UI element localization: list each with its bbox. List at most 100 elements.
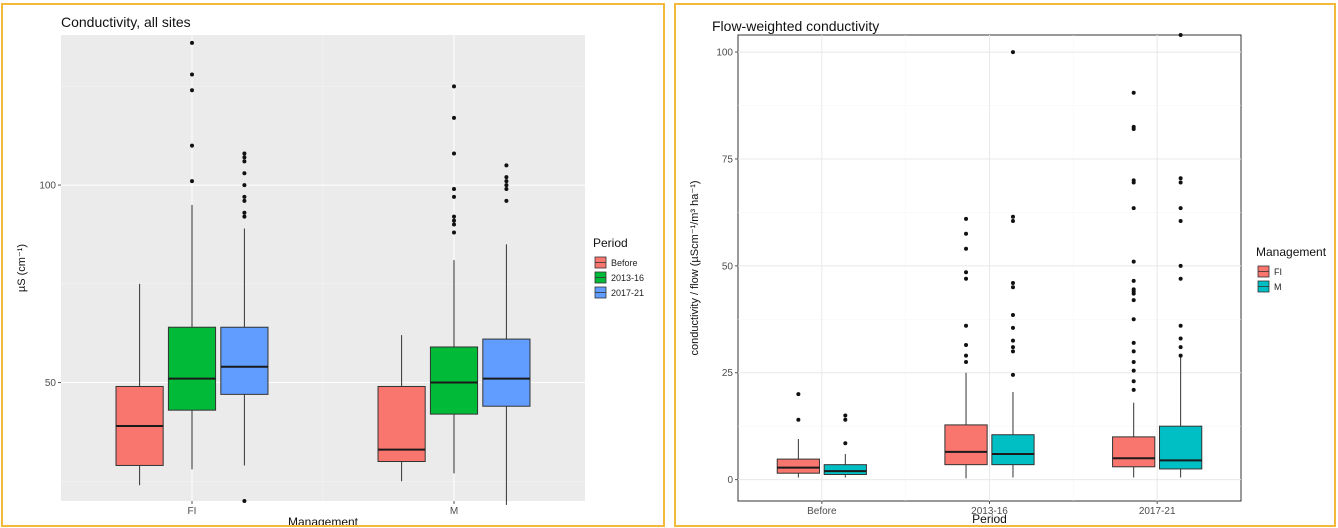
box-body	[823, 464, 867, 475]
outlier-point	[242, 151, 247, 156]
box-fi-before	[776, 392, 820, 478]
y-tick-label: 25	[722, 368, 734, 379]
outlier-point	[1178, 33, 1183, 37]
outlier-point	[452, 187, 456, 192]
outlier-point	[1178, 176, 1183, 181]
legend-label: Before	[611, 258, 638, 268]
outlier-point	[242, 499, 247, 503]
y-axis-label: conductivity / flow (µScm⁻¹/m³ ha⁻¹)	[689, 180, 701, 355]
box-2017-21-m	[482, 163, 531, 505]
chart-title: Flow-weighted conductivity	[712, 18, 879, 34]
x-axis-label: Period	[972, 512, 1007, 525]
outlier-point	[242, 194, 247, 199]
outlier-point	[1010, 325, 1015, 330]
outlier-point	[1131, 90, 1136, 95]
outlier-point	[1178, 323, 1183, 328]
outlier-point	[242, 198, 247, 203]
outlier-point	[242, 183, 247, 188]
outlier-point	[242, 155, 247, 160]
outlier-point	[1010, 218, 1015, 223]
outlier-point	[190, 88, 194, 93]
outlier-point	[1178, 206, 1183, 211]
outlier-point	[964, 360, 969, 365]
outlier-point	[452, 230, 456, 235]
legend-item-2013-16: 2013-16	[594, 271, 644, 284]
outlier-point	[190, 72, 194, 77]
legend-item-before: Before	[594, 256, 638, 269]
outlier-point	[190, 143, 194, 148]
outlier-point	[1131, 387, 1136, 392]
box-2017-21-fi	[220, 151, 269, 503]
y-tick-label: 50	[45, 378, 57, 389]
box-body	[1159, 425, 1203, 470]
outlier-point	[964, 246, 969, 251]
outlier-point	[1131, 298, 1136, 303]
outlier-point	[1010, 50, 1015, 55]
outlier-point	[964, 323, 969, 328]
outlier-point	[504, 179, 509, 184]
outlier-point	[504, 187, 509, 192]
outlier-point	[1010, 372, 1015, 377]
outlier-point	[1131, 206, 1136, 211]
outlier-point	[1131, 360, 1136, 365]
y-tick-label: 75	[722, 154, 734, 165]
outlier-point	[1131, 278, 1136, 283]
box-body	[429, 346, 479, 415]
box-before-fi	[115, 283, 164, 486]
outlier-point	[242, 210, 247, 215]
legend-item-m: M	[1257, 280, 1282, 293]
outlier-point	[452, 84, 456, 89]
outlier-point	[796, 392, 801, 397]
outlier-point	[1131, 124, 1136, 129]
legend-label: FI	[1274, 267, 1282, 277]
outlier-point	[1131, 368, 1136, 373]
box-m-2017-21	[1159, 33, 1203, 478]
outlier-point	[1010, 285, 1015, 290]
y-tick-label: 100	[716, 48, 733, 59]
y-tick-label: 0	[727, 475, 733, 486]
outlier-point	[1178, 276, 1183, 281]
outlier-point	[504, 198, 509, 203]
x-axis-label: Management	[288, 515, 359, 525]
outlier-point	[504, 163, 509, 168]
outlier-point	[1131, 287, 1136, 292]
legend-item-fi: FI	[1257, 265, 1282, 278]
y-axis-label: µS (cm⁻¹)	[16, 244, 28, 292]
legend-label: M	[1274, 282, 1282, 292]
y-tick-label: 50	[722, 261, 734, 272]
outlier-point	[452, 222, 456, 227]
outlier-point	[843, 413, 848, 418]
outlier-point	[1178, 345, 1183, 350]
outlier-point	[964, 270, 969, 275]
box-m-before	[823, 413, 867, 478]
outlier-point	[1178, 218, 1183, 223]
outlier-point	[452, 151, 456, 156]
outlier-point	[1178, 353, 1183, 358]
box-m-2013-16	[991, 50, 1035, 478]
flow-weighted-chart: 0 25 50 75 100 Before 2013-16 2017-21 Flow-weigh…	[689, 18, 1327, 525]
outlier-point	[1131, 379, 1136, 384]
outlier-point	[190, 40, 194, 45]
outlier-point	[796, 417, 801, 422]
outlier-point	[504, 175, 509, 180]
legend-item-2017-21: 2017-21	[594, 286, 644, 299]
outlier-point	[843, 441, 848, 446]
x-tick-label: FI	[188, 506, 197, 517]
outlier-point	[452, 115, 456, 120]
flow-weighted-chart-panel: 0 25 50 75 100 Before 2013-16 2017-21 Flow-weigh…	[674, 3, 1336, 527]
outlier-point	[1131, 317, 1136, 322]
box-fi-2017-21	[1112, 90, 1156, 478]
x-tick-label: Before	[807, 506, 837, 517]
box-2013-16-m	[429, 84, 479, 474]
outlier-point	[1131, 349, 1136, 354]
legend-title: Period	[593, 236, 628, 250]
box-fi-2013-16	[944, 216, 988, 479]
outlier-point	[452, 194, 456, 199]
outlier-point	[1010, 280, 1015, 285]
outlier-point	[1131, 340, 1136, 345]
outlier-point	[1010, 349, 1015, 354]
outlier-point	[1010, 345, 1015, 350]
outlier-point	[964, 342, 969, 347]
box-body	[991, 434, 1035, 466]
outlier-point	[964, 216, 969, 221]
